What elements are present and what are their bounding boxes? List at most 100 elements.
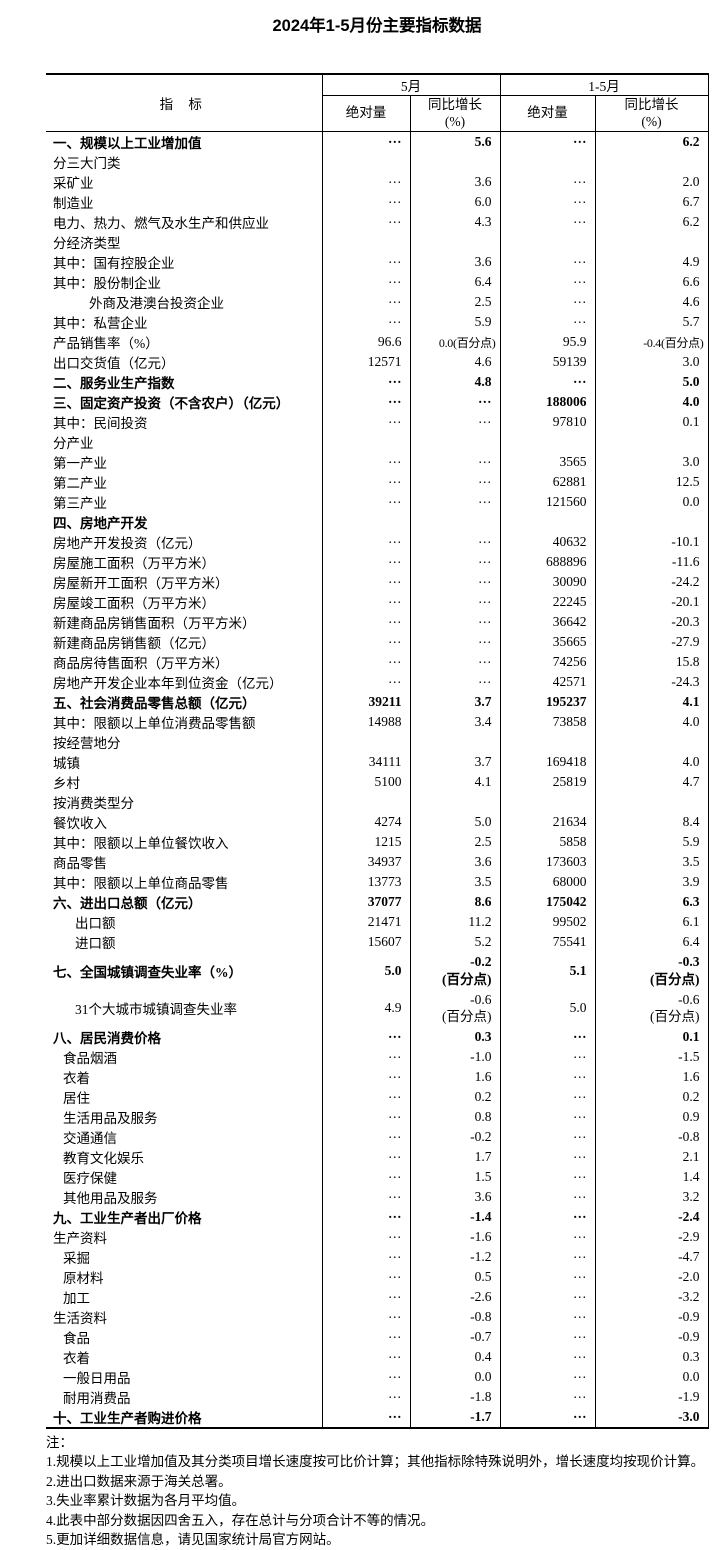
value-cell: … xyxy=(499,1106,595,1127)
value-cell: 3.5 xyxy=(594,852,708,872)
indicator-cell: 其中：股份制企业 xyxy=(53,276,161,291)
table-row: 产品销售率（%） 96.6 0.0(百分点) 95.9 -0.4(百分点) xyxy=(46,332,708,352)
value-cell: … xyxy=(321,1086,410,1107)
table-row: 八、居民消费价格… 0.3… 0.1 xyxy=(46,1026,708,1047)
value-cell: 5.7 xyxy=(594,312,708,332)
value-cell: 0.8 xyxy=(409,1106,500,1127)
indicator-cell: 电力、热力、燃气及水生产和供应业 xyxy=(53,216,269,231)
value-cell: 4.9 xyxy=(321,989,410,1027)
value-cell: -24.2 xyxy=(594,572,708,592)
indicator-cell: 七、全国城镇调查失业率（%） xyxy=(53,964,242,980)
value-cell: 0.3 xyxy=(594,1346,708,1367)
value-cell: 34937 xyxy=(321,852,410,872)
value-cell: 11.2 xyxy=(409,912,500,932)
table-row: 其他用品及服务… 3.6… 3.2 xyxy=(46,1186,708,1207)
value-cell: … xyxy=(499,1206,595,1227)
value-cell: -3.2 xyxy=(594,1286,708,1307)
header-may-yoy: 同比增长 (%) xyxy=(410,95,501,132)
value-cell: -2.6 xyxy=(409,1286,500,1307)
value-cell: -0.3 (百分点) xyxy=(594,952,708,990)
table-row: 衣着… 0.4… 0.3 xyxy=(46,1346,708,1367)
value-cell: … xyxy=(321,1066,410,1087)
indicator-cell: 商品零售 xyxy=(53,856,107,871)
indicator-cell: 乡村 xyxy=(53,776,80,791)
value-cell: … xyxy=(321,1146,410,1167)
value-cell: -0.6 (百分点) xyxy=(594,989,708,1027)
value-cell: -0.2 xyxy=(409,1126,500,1147)
value-cell: -1.8 xyxy=(409,1386,500,1407)
table-row: 生产资料… -1.6… -2.9 xyxy=(46,1226,708,1247)
value-cell: 75541 xyxy=(499,932,595,952)
table-row: 教育文化娱乐… 1.7… 2.1 xyxy=(46,1146,708,1167)
value-cell xyxy=(409,232,500,252)
header-group-may: 5月 xyxy=(322,74,501,96)
value-cell: 2.0 xyxy=(594,172,708,192)
value-cell xyxy=(499,732,595,752)
indicator-cell: 八、居民消费价格 xyxy=(53,1030,161,1046)
value-cell: … xyxy=(499,1346,595,1367)
value-cell: 3.6 xyxy=(409,172,500,192)
value-cell: … xyxy=(321,1026,410,1047)
value-cell: -11.6 xyxy=(594,552,708,572)
indicator-cell: 六、进出口总额（亿元） xyxy=(53,896,202,911)
value-cell: 34111 xyxy=(321,752,410,772)
notes-list: 1.规模以上工业增加值及其分类项目增长速度按可比价计算；其他指标除特殊说明外，增… xyxy=(46,1452,706,1550)
value-cell: 0.3 xyxy=(409,1026,500,1047)
value-cell: … xyxy=(409,671,500,692)
table-row: 其中：私营企业… 5.9… 5.7 xyxy=(46,311,708,332)
value-cell: -0.2 (百分点) xyxy=(409,952,500,990)
table-row: 房地产开发企业本年到位资金（亿元）…… 42571 -24.3 xyxy=(46,671,708,692)
header-janmay-absolute: 绝对量 xyxy=(500,95,596,132)
table-row: 其中：限额以上单位餐饮收入 1215 2.5 5858 5.9 xyxy=(46,832,708,852)
table-row: 采掘… -1.2… -4.7 xyxy=(46,1246,708,1267)
value-cell: 173603 xyxy=(499,852,595,872)
table-row: 分产业 xyxy=(46,432,708,452)
value-cell: -10.1 xyxy=(594,532,708,552)
value-cell: 0.4 xyxy=(409,1346,500,1367)
indicator-cell: 新建商品房销售面积（万平方米） xyxy=(53,616,256,631)
indicator-cell: 生活用品及服务 xyxy=(63,1110,158,1126)
table-row: 分经济类型 xyxy=(46,232,708,252)
value-cell: 0.2 xyxy=(594,1086,708,1107)
value-cell: … xyxy=(499,1386,595,1407)
indicator-cell: 第三产业 xyxy=(53,496,107,511)
value-cell: 73858 xyxy=(499,712,595,732)
table-row: 衣着… 1.6… 1.6 xyxy=(46,1066,708,1087)
table-row: 生活资料… -0.8… -0.9 xyxy=(46,1306,708,1327)
table-row: 按消费类型分 xyxy=(46,792,708,812)
value-cell: 6.7 xyxy=(594,192,708,212)
indicator-cell: 教育文化娱乐 xyxy=(63,1150,144,1166)
value-cell: … xyxy=(499,1246,595,1267)
value-cell: -1.2 xyxy=(409,1246,500,1267)
value-cell: 5.6 xyxy=(409,131,500,152)
table-row: 餐饮收入 4274 5.0 21634 8.4 xyxy=(46,812,708,832)
value-cell: 4.3 xyxy=(409,212,500,232)
indicator-cell: 衣着 xyxy=(63,1350,90,1366)
table-body: 一、规模以上工业增加值… 5.6… 6.2 分三大门类 采矿业… 3.6… 2.0 制造业… 6… xyxy=(46,131,708,1428)
table-row: 其中：民间投资…… 97810 0.1 xyxy=(46,411,708,432)
value-cell: … xyxy=(499,1326,595,1347)
table-row: 七、全国城镇调查失业率（%） 5.0 -0.2 (百分点) 5.1 -0.3 (百分点) xyxy=(46,952,708,990)
table-row: 出口交货值（亿元） 12571 4.6 59139 3.0 xyxy=(46,352,708,372)
value-cell: … xyxy=(321,551,410,572)
value-cell xyxy=(499,432,595,452)
indicator-cell: 产品销售率（%） xyxy=(53,336,159,351)
value-cell: 4.8 xyxy=(409,372,500,392)
indicator-cell: 其中：国有控股企业 xyxy=(53,256,175,271)
value-cell: 1.6 xyxy=(409,1066,500,1087)
table-row: 食品… -0.7… -0.9 xyxy=(46,1326,708,1347)
value-cell xyxy=(409,732,500,752)
value-cell: 74256 xyxy=(499,652,595,672)
value-cell: 6.1 xyxy=(594,912,708,932)
value-cell: 4.0 xyxy=(594,712,708,732)
value-cell: -0.7 xyxy=(409,1326,500,1347)
table-row: 房屋新开工面积（万平方米）…… 30090 -24.2 xyxy=(46,571,708,592)
table-row: 出口额 21471 11.2 99502 6.1 xyxy=(46,912,708,932)
table-row: 其中：股份制企业… 6.4… 6.6 xyxy=(46,271,708,292)
value-cell: … xyxy=(321,1286,410,1307)
value-cell: 5858 xyxy=(499,832,595,852)
header-janmay-yoy: 同比增长 (%) xyxy=(595,95,708,132)
value-cell: … xyxy=(321,531,410,552)
table-row: 商品房待售面积（万平方米）…… 74256 15.8 xyxy=(46,651,708,672)
value-cell: 36642 xyxy=(499,612,595,632)
